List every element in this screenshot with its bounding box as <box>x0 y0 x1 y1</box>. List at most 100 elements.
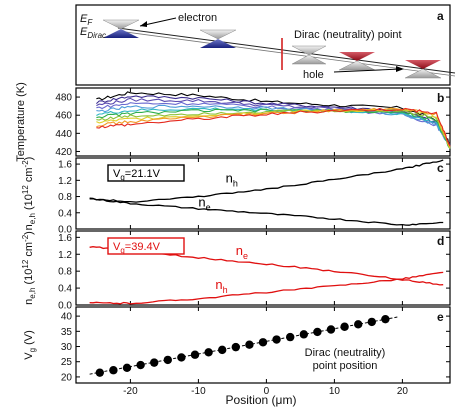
panel-letter: c <box>437 161 444 175</box>
series-label: ne <box>236 243 248 261</box>
x-tick-label: 20 <box>397 386 409 397</box>
series-label: ne <box>198 195 210 213</box>
x-tick-label: 10 <box>329 386 341 397</box>
data-point <box>258 338 268 347</box>
panel-letter: e <box>437 310 444 324</box>
density-curve <box>89 271 444 305</box>
data-point <box>313 327 322 337</box>
y-tick-label: 0.0 <box>58 301 72 312</box>
data-point <box>95 368 105 377</box>
density-curve <box>89 159 444 203</box>
panel-frame <box>75 306 451 384</box>
data-point <box>163 355 172 365</box>
x-axis-label: Position (μm) <box>226 393 297 407</box>
data-point <box>136 360 145 370</box>
x-tick-label: 0 <box>264 386 270 397</box>
y-tick-label: 0.8 <box>58 267 72 278</box>
y-tick-label: 420 <box>55 147 72 158</box>
gate-voltage-label: Vg=39.4V <box>113 241 161 255</box>
y-tick-label: 1.2 <box>58 176 72 187</box>
temperature-curve <box>96 108 451 150</box>
panel-a: a EF EDirac electron <box>75 4 456 86</box>
panel-frame <box>75 157 451 230</box>
electron-label: electron <box>178 12 217 24</box>
dirac-energy-line <box>117 27 456 74</box>
y-axis-label: ne,h (1012 cm-2) <box>21 231 37 305</box>
gate-voltage-box <box>107 164 185 182</box>
y-tick-label: 0.8 <box>58 192 72 203</box>
temperature-curve <box>96 108 451 149</box>
panel-a-letter: a <box>437 9 444 23</box>
data-point <box>286 332 295 342</box>
data-point <box>299 330 308 339</box>
y-axis-label: ne,h (1012 cm-2) <box>21 157 37 231</box>
data-point <box>177 353 186 362</box>
y-tick-label: 20 <box>61 372 73 383</box>
data-point <box>381 314 390 324</box>
data-point <box>326 325 336 334</box>
annotation-line-1: Dirac (neutrality) <box>305 347 386 359</box>
data-point <box>218 345 227 355</box>
temperature-curve <box>96 107 451 147</box>
gate-voltage-label: Vg=21.1V <box>113 168 161 182</box>
y-tick-label: 460 <box>55 111 72 122</box>
dirac-cone-hole-2 <box>404 60 442 79</box>
series-label: nh <box>215 277 227 295</box>
data-point <box>245 340 254 349</box>
y-tick-label: 30 <box>61 342 73 353</box>
data-point <box>122 363 132 372</box>
x-tick-label: -10 <box>191 386 206 397</box>
data-point <box>367 317 376 327</box>
y-tick-label: 0.4 <box>58 284 72 295</box>
dirac-cone-neutral <box>291 45 327 65</box>
density-curve <box>89 198 444 226</box>
annotation-line-2: point position <box>313 360 378 372</box>
data-point <box>340 322 349 331</box>
panel-a-frame <box>75 4 451 86</box>
x-axis: -20 -10 0 10 20 <box>123 386 408 397</box>
panel-letter: b <box>437 91 444 105</box>
y-tick-label: 25 <box>61 357 73 368</box>
dirac-cone-electron <box>102 19 140 38</box>
y-tick-label: 1.6 <box>58 160 72 171</box>
ef-label: EF <box>80 13 93 27</box>
data-point <box>204 348 213 357</box>
fermi-level-line <box>117 30 456 77</box>
panel-e: e 20 25 30 35 40 Dirac (neutrality)point posit… <box>23 306 451 384</box>
y-tick-label: 1.6 <box>58 233 72 244</box>
y-tick-label: 40 <box>61 312 73 323</box>
panel-frame <box>75 230 451 306</box>
dirac-cone-electron-2 <box>199 29 237 48</box>
data-point <box>272 335 281 344</box>
y-tick-label: 480 <box>55 93 72 104</box>
temperature-curve <box>96 97 451 146</box>
temperature-curve <box>96 107 451 149</box>
panel-letter: d <box>437 234 444 248</box>
y-tick-label: 1.2 <box>58 250 72 261</box>
y-tick-label: 35 <box>61 327 73 338</box>
hole-label: hole <box>303 69 324 81</box>
data-point <box>190 350 200 359</box>
x-tick-label: -20 <box>123 386 138 397</box>
dirac-cone-hole <box>338 52 376 71</box>
data-point <box>150 358 159 367</box>
y-tick-label: 440 <box>55 129 72 140</box>
panel-frame <box>75 87 451 157</box>
temperature-curve <box>96 101 451 147</box>
series-label: nh <box>226 170 238 188</box>
electron-arrowhead <box>140 21 147 27</box>
data-point <box>109 366 118 375</box>
data-point <box>354 320 363 329</box>
gate-voltage-box <box>107 237 185 255</box>
panel-b: b 420 440 460 480 Temperature (K) <box>15 82 451 162</box>
y-axis-label: Vg (V) <box>23 330 37 360</box>
y-tick-label: 0.4 <box>58 208 72 219</box>
y-tick-label: 0.0 <box>58 225 72 236</box>
y-axis-label: Temperature (K) <box>15 82 27 161</box>
edirac-label: EDirac <box>80 26 106 40</box>
data-point <box>231 342 240 352</box>
hole-arrowhead <box>396 66 404 72</box>
